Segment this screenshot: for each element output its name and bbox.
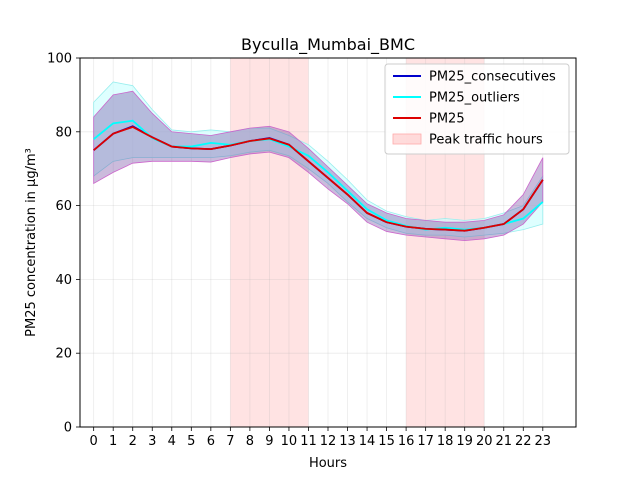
legend-box xyxy=(384,63,570,155)
x-tick-label: 22 xyxy=(515,434,532,449)
x-tick-label: 8 xyxy=(246,434,254,449)
x-tick-label: 0 xyxy=(90,434,98,449)
chart-title: Byculla_Mumbai_BMC xyxy=(241,35,415,55)
x-tick-label: 20 xyxy=(476,434,493,449)
x-tick-label: 16 xyxy=(398,434,415,449)
x-axis-label: Hours xyxy=(309,456,347,471)
x-tick-label: 15 xyxy=(378,434,395,449)
x-tick-label: 6 xyxy=(207,434,215,449)
series-lines xyxy=(93,119,544,232)
x-tick-label: 9 xyxy=(265,434,273,449)
x-tick-label: 10 xyxy=(281,434,298,449)
legend-swatch xyxy=(392,133,422,145)
legend-label: PM25_consecutives xyxy=(429,70,556,85)
y-tick-label: 80 xyxy=(55,125,72,140)
legend-label: PM25_outliers xyxy=(429,91,520,106)
x-tick-label: 5 xyxy=(187,434,195,449)
x-tick-label: 4 xyxy=(168,434,176,449)
x-tick-label: 1 xyxy=(109,434,117,449)
y-tick-label: 100 xyxy=(47,52,72,67)
line-pm25 xyxy=(93,126,544,232)
ticks: 0 1 2 3 4 5 6 7 8 9 10 11 12 13 14 15 16 17 18 19 20 21 22 2302… xyxy=(47,52,551,450)
x-tick-label: 11 xyxy=(300,434,317,449)
y-axis-label: PM25 concentration in µg/m³ xyxy=(24,148,39,337)
x-tick-label: 21 xyxy=(495,434,512,449)
x-tick-label: 7 xyxy=(226,434,234,449)
x-tick-label: 18 xyxy=(437,434,454,449)
legend-label: PM25 xyxy=(429,112,465,127)
legend-label: Peak traffic hours xyxy=(429,133,543,148)
x-tick-label: 2 xyxy=(129,434,137,449)
x-tick-label: 13 xyxy=(339,434,356,449)
x-tick-label: 23 xyxy=(535,434,552,449)
y-tick-label: 20 xyxy=(55,347,72,362)
y-tick-label: 0 xyxy=(64,421,72,436)
y-tick-label: 40 xyxy=(55,273,72,288)
peak-traffic-region-0 xyxy=(230,58,309,427)
x-tick-label: 19 xyxy=(456,434,473,449)
x-tick-label: 14 xyxy=(359,434,376,449)
x-tick-label: 12 xyxy=(320,434,337,449)
y-tick-label: 60 xyxy=(55,199,72,214)
x-tick-label: 17 xyxy=(417,434,434,449)
x-tick-label: 3 xyxy=(148,434,156,449)
legend: PM25_consecutives PM25_outliers PM25 Peak t… xyxy=(384,63,570,155)
